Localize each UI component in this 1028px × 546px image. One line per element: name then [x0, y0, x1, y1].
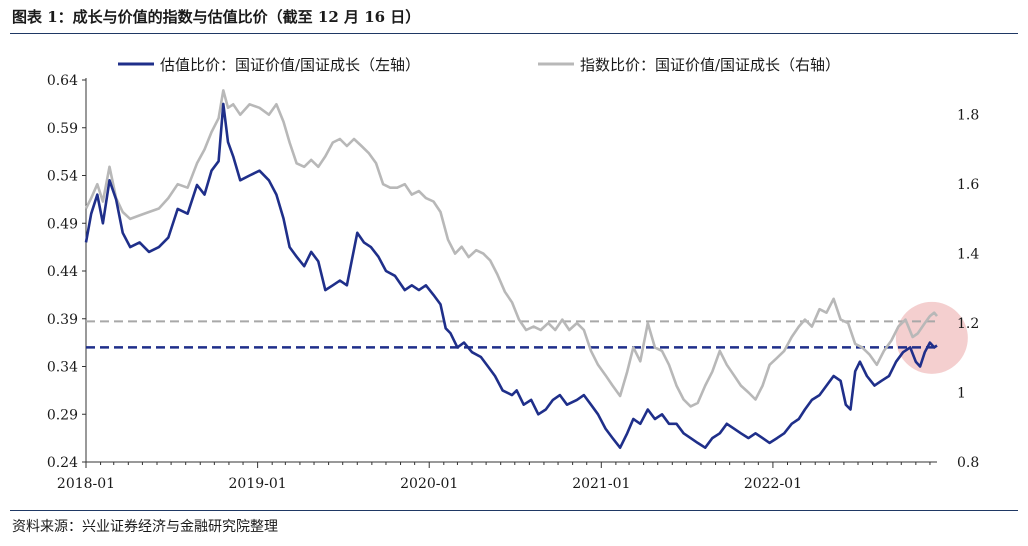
y-left-tick-label: 0.29 — [47, 407, 78, 423]
y-left-tick-label: 0.64 — [47, 73, 78, 89]
y-left-tick-label: 0.39 — [47, 312, 78, 328]
legend-label: 指数比价：国证价值/国证成长（右轴） — [580, 56, 840, 74]
x-tick-label: 2019-01 — [229, 476, 287, 492]
x-tick-label: 2022-01 — [744, 476, 802, 492]
y-right-tick-label: 1 — [957, 386, 966, 402]
y-left-tick-label: 0.34 — [47, 360, 78, 376]
highlight-circle — [895, 301, 968, 374]
x-tick-label: 2021-01 — [572, 476, 630, 492]
y-left-tick-label: 0.24 — [47, 455, 78, 471]
x-tick-label: 2018-01 — [57, 476, 115, 492]
title-divider — [10, 33, 1018, 34]
y-right-tick-label: 1.6 — [957, 177, 979, 193]
x-tick-label: 2020-01 — [400, 476, 458, 492]
legend-label: 估值比价：国证价值/国证成长（左轴） — [160, 56, 420, 74]
source-divider — [10, 510, 1018, 511]
y-right-tick-label: 1.8 — [957, 108, 979, 124]
y-left-tick-label: 0.44 — [47, 264, 78, 280]
series-line-valuation — [84, 102, 938, 450]
y-right-tick-label: 0.8 — [957, 455, 979, 471]
y-right-tick-label: 1.4 — [957, 247, 979, 263]
y-left-tick-label: 0.59 — [47, 121, 78, 137]
series-line-index — [84, 89, 939, 408]
y-right-tick-label: 1.2 — [957, 316, 979, 332]
y-left-tick-label: 0.49 — [47, 216, 78, 232]
source-note: 资料来源：兴业证券经济与金融研究院整理 — [12, 519, 278, 535]
y-left-tick-label: 0.54 — [47, 169, 78, 185]
chart-title: 图表 1：成长与价值的指数与估值比价（截至 12 月 16 日） — [12, 8, 421, 26]
